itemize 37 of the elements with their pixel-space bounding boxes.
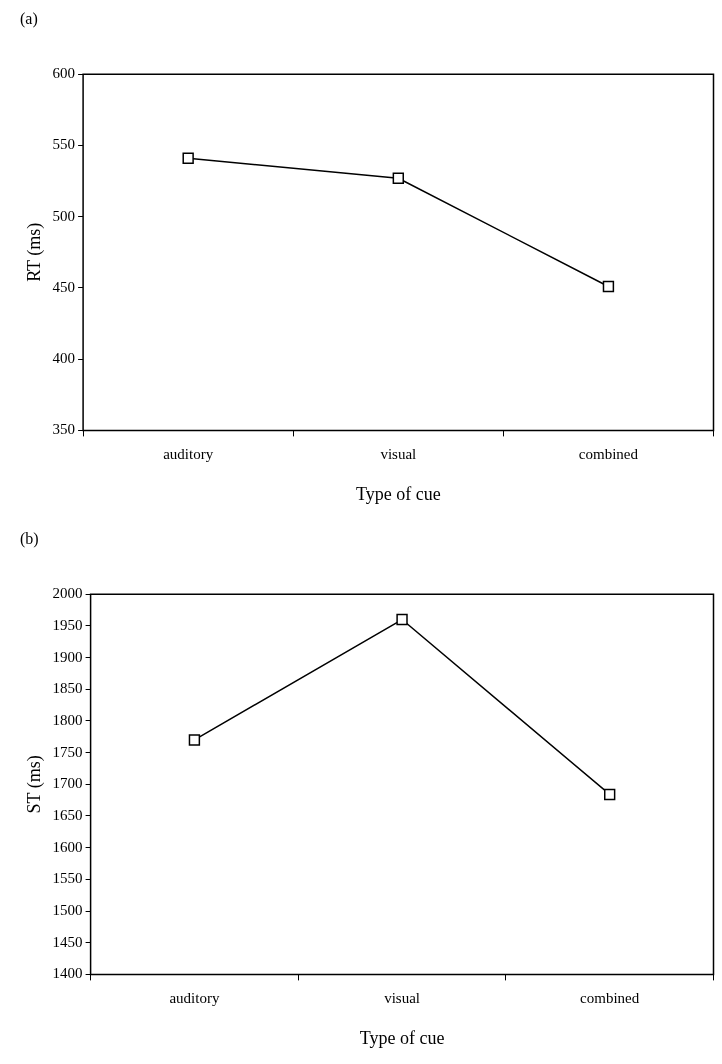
y-tick-label: 1950 [52, 616, 83, 633]
x-tick-label: auditory [169, 990, 220, 1007]
x-tick-label: auditory [163, 446, 214, 463]
y-tick-label: 1900 [52, 648, 83, 665]
y-tick-label: 1800 [52, 711, 83, 728]
chart-title: (a) [20, 9, 38, 28]
point [188, 734, 201, 746]
y-tick-label: 400 [52, 350, 76, 367]
y-tick-label: 350 [52, 421, 76, 438]
point [602, 280, 615, 293]
point [392, 172, 404, 184]
point [182, 152, 194, 164]
chart-title: (b) [20, 529, 39, 548]
y-tick-label: 1700 [52, 775, 83, 792]
y-tick-label: 1450 [52, 933, 83, 950]
point [603, 788, 616, 801]
y-tick-label: 1750 [52, 743, 83, 760]
y-tick-label: 1600 [52, 838, 83, 855]
x-axis-title: Type of cue [359, 1027, 445, 1048]
point [396, 613, 408, 626]
y-axis-title: ST (ms) [23, 755, 45, 814]
y-tick-label: 500 [52, 207, 76, 224]
x-axis-title: Type of cue [355, 483, 441, 504]
y-axis-title: RT (ms) [23, 222, 45, 282]
y-tick-label: 2000 [52, 585, 83, 602]
y-tick-label: 1650 [52, 806, 83, 823]
y-tick-label: 1550 [52, 870, 83, 887]
y-tick-label: 1400 [52, 965, 83, 982]
y-tick-label: 450 [52, 278, 76, 295]
x-tick-label: visual [380, 446, 417, 463]
x-tick-label: visual [384, 990, 420, 1007]
y-tick-label: 1850 [52, 680, 83, 697]
x-tick-label: combined [578, 446, 639, 463]
y-tick-label: 1500 [52, 901, 83, 918]
x-tick-label: combined [580, 990, 640, 1007]
y-tick-label: 600 [52, 65, 76, 82]
y-tick-label: 550 [52, 136, 76, 153]
